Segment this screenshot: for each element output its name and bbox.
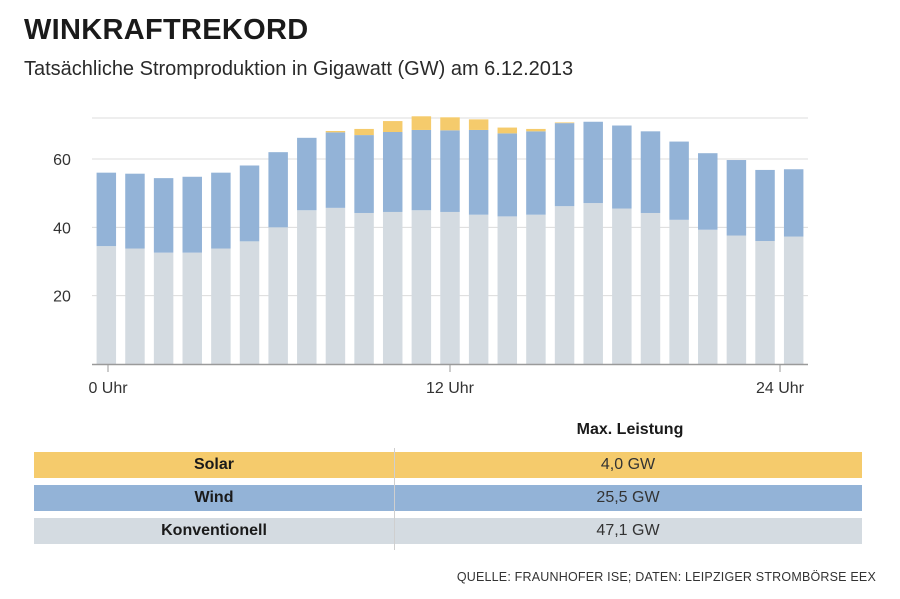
bar-konventionell-21 bbox=[698, 229, 718, 364]
chart-title: WINKRAFTREKORD bbox=[24, 14, 309, 46]
bar-konventionell-18 bbox=[612, 208, 632, 364]
bar-wind-4 bbox=[211, 172, 231, 249]
bar-solar-11 bbox=[411, 116, 432, 130]
legend-row-wind: Wind 25,5 GW bbox=[34, 485, 862, 511]
bar-wind-2 bbox=[153, 178, 174, 253]
bar-solar-9 bbox=[354, 128, 374, 136]
chart-subtitle: Tatsächliche Stromproduktion in Gigawatt… bbox=[24, 58, 574, 80]
legend-value-solar: 4,0 GW bbox=[600, 456, 656, 473]
bar-solar-8 bbox=[325, 130, 346, 133]
bar-wind-0 bbox=[96, 172, 117, 247]
bar-konventionell-15 bbox=[526, 214, 546, 364]
bar-konventionell-9 bbox=[354, 212, 374, 364]
bar-konventionell-8 bbox=[325, 207, 346, 364]
bar-wind-8 bbox=[325, 132, 346, 208]
legend-label-wind: Wind bbox=[194, 489, 234, 506]
bar-solar-16 bbox=[554, 122, 575, 124]
bar-konventionell-5 bbox=[239, 241, 260, 364]
legend-row-konventionell: Konventionell 47,1 GW bbox=[34, 518, 862, 544]
bar-wind-22 bbox=[726, 160, 747, 236]
legend-label-konventionell: Konventionell bbox=[161, 522, 267, 539]
bar-konventionell-2 bbox=[153, 252, 174, 364]
x-tick-label-24: 24 Uhr bbox=[756, 380, 805, 397]
bar-konventionell-3 bbox=[182, 252, 202, 364]
bar-wind-15 bbox=[526, 131, 546, 215]
bar-wind-19 bbox=[640, 131, 661, 213]
bar-solar-14 bbox=[497, 127, 518, 134]
legend-label-solar: Solar bbox=[193, 456, 234, 473]
bar-wind-18 bbox=[612, 125, 632, 209]
bar-wind-1 bbox=[125, 173, 145, 249]
bar-wind-9 bbox=[354, 135, 374, 213]
bar-solar-12 bbox=[440, 117, 460, 131]
bar-konventionell-7 bbox=[297, 210, 317, 364]
bar-konventionell-4 bbox=[211, 248, 231, 364]
bar-wind-23 bbox=[755, 169, 775, 241]
bar-konventionell-20 bbox=[669, 219, 689, 364]
y-tick-label-20: 20 bbox=[53, 289, 71, 306]
bar-konventionell-19 bbox=[640, 212, 661, 364]
bar-konventionell-14 bbox=[497, 216, 518, 364]
y-tick-label-40: 40 bbox=[53, 220, 71, 237]
bar-solar-15 bbox=[526, 128, 546, 132]
legend-divider bbox=[394, 448, 395, 550]
bar-konventionell-11 bbox=[411, 210, 432, 364]
bar-solar-10 bbox=[382, 121, 403, 133]
bar-konventionell-24 bbox=[783, 236, 804, 364]
bar-konventionell-23 bbox=[755, 241, 775, 364]
x-tick-label-12: 12 Uhr bbox=[426, 380, 475, 397]
bar-wind-7 bbox=[297, 137, 317, 211]
bar-wind-24 bbox=[783, 169, 804, 237]
bar-wind-12 bbox=[440, 130, 460, 212]
bar-konventionell-22 bbox=[726, 235, 747, 364]
stacked-bar-chart: 20 40 60 0 Uhr 12 Uhr 24 Uhr bbox=[53, 116, 808, 397]
bar-wind-11 bbox=[411, 129, 432, 211]
bar-wind-16 bbox=[554, 123, 575, 207]
bar-wind-17 bbox=[583, 121, 603, 204]
bar-konventionell-10 bbox=[382, 211, 403, 364]
bar-konventionell-13 bbox=[468, 214, 489, 364]
source-note: QUELLE: FRAUNHOFER ISE; DATEN: LEIPZIGER… bbox=[456, 570, 876, 584]
legend-row-solar: Solar 4,0 GW bbox=[34, 452, 862, 478]
legend-header: Max. Leistung bbox=[576, 421, 684, 438]
legend-value-konventionell: 47,1 GW bbox=[596, 522, 660, 539]
bar-wind-3 bbox=[182, 176, 202, 253]
bar-konventionell-17 bbox=[583, 203, 603, 364]
bar-wind-10 bbox=[382, 132, 403, 212]
bar-wind-5 bbox=[239, 165, 260, 242]
bar-konventionell-12 bbox=[440, 211, 460, 364]
x-tick-label-0: 0 Uhr bbox=[88, 380, 128, 397]
bar-wind-14 bbox=[497, 133, 518, 217]
bar-konventionell-16 bbox=[554, 206, 575, 364]
bar-wind-6 bbox=[268, 152, 288, 228]
bar-konventionell-1 bbox=[125, 248, 145, 364]
bar-konventionell-0 bbox=[96, 246, 117, 364]
legend-value-wind: 25,5 GW bbox=[596, 489, 660, 506]
bar-konventionell-6 bbox=[268, 227, 288, 364]
bar-wind-13 bbox=[468, 129, 489, 215]
bar-wind-20 bbox=[669, 141, 689, 220]
y-tick-label-60: 60 bbox=[53, 152, 71, 169]
bar-wind-21 bbox=[698, 153, 718, 230]
bar-solar-13 bbox=[468, 119, 489, 130]
